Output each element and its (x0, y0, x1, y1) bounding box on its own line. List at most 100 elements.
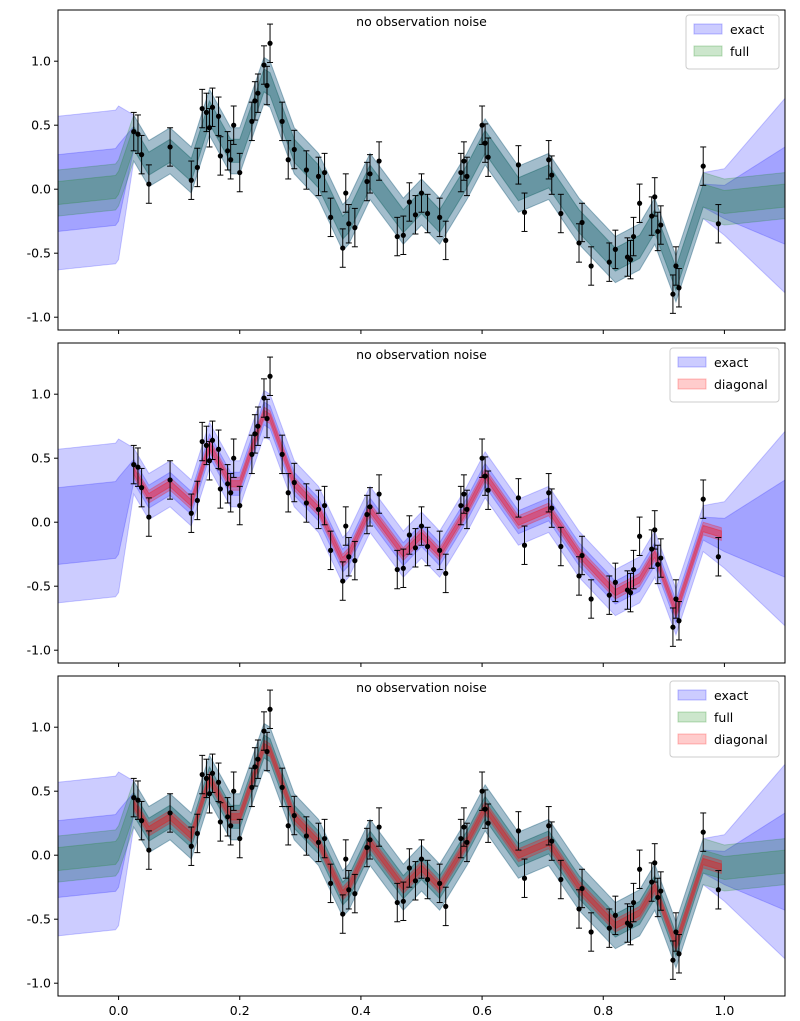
data-point (457, 485, 464, 526)
data-point (630, 549, 637, 590)
data-point (199, 421, 206, 462)
full-band-inner (58, 734, 785, 958)
data-point (376, 474, 383, 514)
data-point (657, 205, 664, 245)
data-point (654, 544, 661, 585)
data-point (657, 538, 664, 578)
data-point (700, 479, 707, 519)
data-point (339, 894, 346, 934)
data-point (327, 863, 334, 904)
data-point (612, 895, 619, 936)
data-point (315, 822, 322, 863)
x-axis: 0.0 0.2 0.4 0.6 0.8 1.0 (109, 996, 734, 1018)
data-point (339, 561, 346, 601)
data-point (209, 753, 216, 793)
data-point (442, 220, 449, 261)
y-tick-label: 0.0 (31, 182, 51, 197)
data-point (130, 444, 137, 485)
data-point (412, 861, 419, 901)
y-axis: -1.0 -0.5 0.0 0.5 1.0 (27, 720, 58, 991)
data-point (217, 136, 224, 176)
data-point (230, 438, 237, 478)
x-axis (118, 663, 725, 667)
legend: exact full (685, 14, 780, 70)
data-point (521, 525, 528, 565)
data-point (321, 485, 328, 526)
data-point (579, 868, 586, 909)
data-point (367, 154, 374, 194)
data-point (627, 239, 634, 280)
data-point (209, 87, 216, 127)
data-point (612, 229, 619, 270)
y-tick-label: -0.5 (27, 912, 51, 927)
legend-box (669, 347, 780, 403)
legend-label-exact: exact (730, 22, 764, 37)
y-tick-label: 0.5 (31, 451, 51, 466)
data-point (351, 873, 358, 914)
data-point (215, 762, 222, 802)
data-point (291, 129, 298, 170)
data-point (145, 164, 152, 204)
legend-swatch-exact (693, 23, 723, 35)
data-point (167, 793, 174, 833)
data-point (436, 863, 443, 904)
data-point (217, 469, 224, 509)
plot-area (58, 689, 785, 980)
legend-swatch-exact (677, 356, 707, 368)
data-point (194, 480, 201, 521)
data-point (548, 488, 555, 528)
data-point (521, 858, 528, 898)
data-point (376, 807, 383, 847)
data-point (436, 530, 443, 571)
data-point (339, 228, 346, 268)
legend-swatch-diagonal (677, 733, 707, 745)
data-point (254, 406, 261, 446)
data-point (630, 882, 637, 923)
plot-area (58, 356, 785, 647)
subplot-bottom: -1.0 -0.5 0.0 0.5 1.0 0.0 0.2 0.4 0.6 0.8 1.0 no … (27, 675, 786, 1018)
data-point (264, 398, 271, 439)
data-point (327, 197, 334, 238)
diagonal-band-outer (133, 406, 722, 620)
data-point (138, 467, 145, 508)
data-point (630, 216, 637, 257)
data-point (351, 540, 358, 581)
data-point (557, 526, 564, 567)
x-tick-label: 0.6 (472, 1003, 492, 1018)
data-point (651, 843, 658, 883)
data-point (406, 515, 413, 555)
data-point (669, 607, 676, 647)
data-point (342, 506, 349, 546)
data-point (251, 414, 258, 454)
data-point (209, 420, 216, 460)
data-point (206, 441, 213, 481)
data-point (672, 912, 679, 952)
data-point (424, 193, 431, 234)
legend-label-exact: exact (714, 688, 748, 703)
data-point (460, 141, 467, 181)
data-point (394, 549, 401, 590)
data-point (264, 65, 271, 106)
data-point (424, 859, 431, 900)
data-point (251, 747, 258, 787)
data-point (376, 141, 383, 181)
data-point (485, 470, 492, 510)
data-point (167, 460, 174, 500)
data-point (412, 528, 419, 568)
data-point (188, 493, 195, 533)
data-point (342, 173, 349, 213)
annotation: no observation noise (356, 680, 487, 695)
data-point (669, 940, 676, 980)
data-point (715, 204, 722, 244)
data-point (279, 101, 286, 142)
data-point (130, 777, 137, 818)
data-point (236, 152, 243, 193)
data-point (138, 800, 145, 841)
data-point (654, 211, 661, 252)
legend-label-diagonal: diagonal (714, 377, 768, 392)
data-point (291, 795, 298, 836)
data-point (248, 101, 255, 142)
data-point (303, 150, 310, 190)
data-point (363, 161, 370, 202)
